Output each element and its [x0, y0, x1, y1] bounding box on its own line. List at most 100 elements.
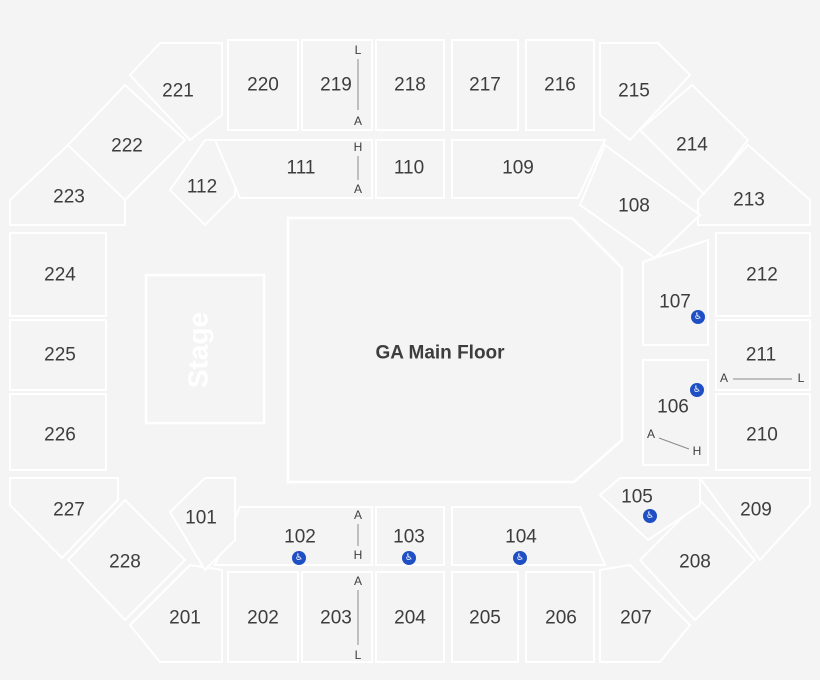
section-220[interactable]: 220 [227, 39, 299, 131]
section-label: 104 [505, 527, 537, 548]
svg-text:♿: ♿ [694, 312, 702, 322]
row-letter: A [354, 508, 362, 522]
section-label: 205 [469, 608, 501, 629]
section-label: 228 [109, 552, 141, 573]
section-221[interactable]: 221 [128, 42, 223, 142]
section-218[interactable]: 218 [375, 39, 445, 131]
section-label: 222 [111, 136, 143, 157]
section-label: 202 [247, 608, 279, 629]
row-marker-219: L A [354, 43, 362, 128]
section-label: 221 [162, 81, 194, 102]
section-222[interactable]: 222 [66, 83, 187, 202]
svg-text:♿: ♿ [646, 511, 654, 521]
row-letter: A [354, 574, 362, 588]
section-label: 220 [247, 75, 279, 96]
section-label: 108 [618, 196, 650, 217]
section-106[interactable]: 106 [642, 359, 709, 466]
section-label: 226 [44, 425, 76, 446]
wheelchair-icon: ♿ [402, 551, 416, 565]
stage: Stage [144, 273, 266, 425]
section-223[interactable]: 223 [9, 143, 126, 226]
section-111[interactable]: 111 [213, 139, 373, 199]
row-marker-111: H A [354, 140, 363, 196]
section-label: 213 [733, 190, 765, 211]
section-label: 215 [618, 81, 650, 102]
section-label: 201 [169, 608, 201, 629]
section-217[interactable]: 217 [451, 39, 519, 131]
section-label: 203 [320, 608, 352, 629]
wheelchair-icon: ♿ [691, 310, 705, 324]
section-label: 111 [287, 158, 316, 179]
section-label: 223 [53, 187, 85, 208]
row-letter: H [693, 444, 702, 458]
section-label: 219 [320, 75, 352, 96]
section-210[interactable]: 210 [715, 393, 811, 471]
row-letter: L [355, 648, 362, 662]
section-label: 209 [740, 500, 772, 521]
section-224[interactable]: 224 [9, 232, 107, 317]
row-marker-102: A H [354, 508, 363, 562]
section-212[interactable]: 212 [715, 232, 811, 317]
section-219[interactable]: 219 [301, 39, 373, 131]
section-103[interactable]: 103 [375, 506, 445, 566]
section-207[interactable]: 207 [599, 563, 692, 663]
section-label: 112 [187, 177, 217, 198]
row-letter: H [354, 140, 363, 154]
row-letter: A [354, 182, 362, 196]
section-203[interactable]: 203 [301, 571, 373, 663]
section-label: 224 [44, 265, 76, 286]
section-label: 107 [659, 292, 691, 313]
floor-label: GA Main Floor [375, 343, 505, 364]
section-213[interactable]: 213 [697, 143, 811, 226]
row-marker-211: A L [720, 371, 805, 385]
section-227[interactable]: 227 [9, 477, 119, 560]
section-205[interactable]: 205 [451, 571, 519, 663]
section-104[interactable]: 104 [451, 506, 607, 566]
section-label: 206 [545, 608, 577, 629]
section-label: 110 [394, 158, 424, 179]
section-label: 204 [394, 608, 426, 629]
row-marker-106: A H [647, 427, 701, 458]
section-label: 227 [53, 500, 85, 521]
section-209[interactable]: 209 [698, 477, 811, 562]
section-label: 211 [746, 345, 776, 366]
row-letter: A [647, 427, 655, 441]
section-label: 207 [620, 608, 652, 629]
wheelchair-icon: ♿ [513, 551, 527, 565]
section-206[interactable]: 206 [525, 571, 595, 663]
section-226[interactable]: 226 [9, 393, 107, 471]
stage-label: Stage [183, 312, 214, 388]
section-228[interactable]: 228 [66, 498, 187, 622]
section-label: 109 [502, 158, 534, 179]
section-label: 217 [469, 75, 501, 96]
row-letter: L [355, 43, 362, 57]
section-label: 106 [657, 397, 689, 418]
section-label: 214 [676, 135, 708, 156]
section-225[interactable]: 225 [9, 319, 107, 391]
section-216[interactable]: 216 [525, 39, 595, 131]
section-110[interactable]: 110 [375, 139, 445, 199]
wheelchair-icon: ♿ [292, 551, 306, 565]
section-101[interactable]: 101 [168, 477, 236, 572]
section-204[interactable]: 204 [375, 571, 445, 663]
wheelchair-icon: ♿ [690, 383, 704, 397]
row-letter: H [354, 548, 363, 562]
svg-text:♿: ♿ [405, 553, 413, 563]
section-109[interactable]: 109 [451, 139, 607, 199]
section-208[interactable]: 208 [638, 498, 757, 622]
row-letter: A [720, 371, 728, 385]
section-211[interactable]: 211 [715, 319, 811, 391]
section-202[interactable]: 202 [227, 571, 299, 663]
section-label: 212 [746, 265, 778, 286]
svg-text:♿: ♿ [516, 553, 524, 563]
svg-text:♿: ♿ [693, 385, 701, 395]
section-215[interactable]: 215 [599, 42, 692, 142]
section-label: 103 [393, 527, 425, 548]
row-letter: L [798, 371, 805, 385]
ga-main-floor[interactable]: GA Main Floor [286, 216, 624, 484]
section-label: 102 [284, 527, 316, 548]
section-label: 216 [544, 75, 576, 96]
section-label: 210 [746, 425, 778, 446]
section-201[interactable]: 201 [128, 563, 223, 663]
